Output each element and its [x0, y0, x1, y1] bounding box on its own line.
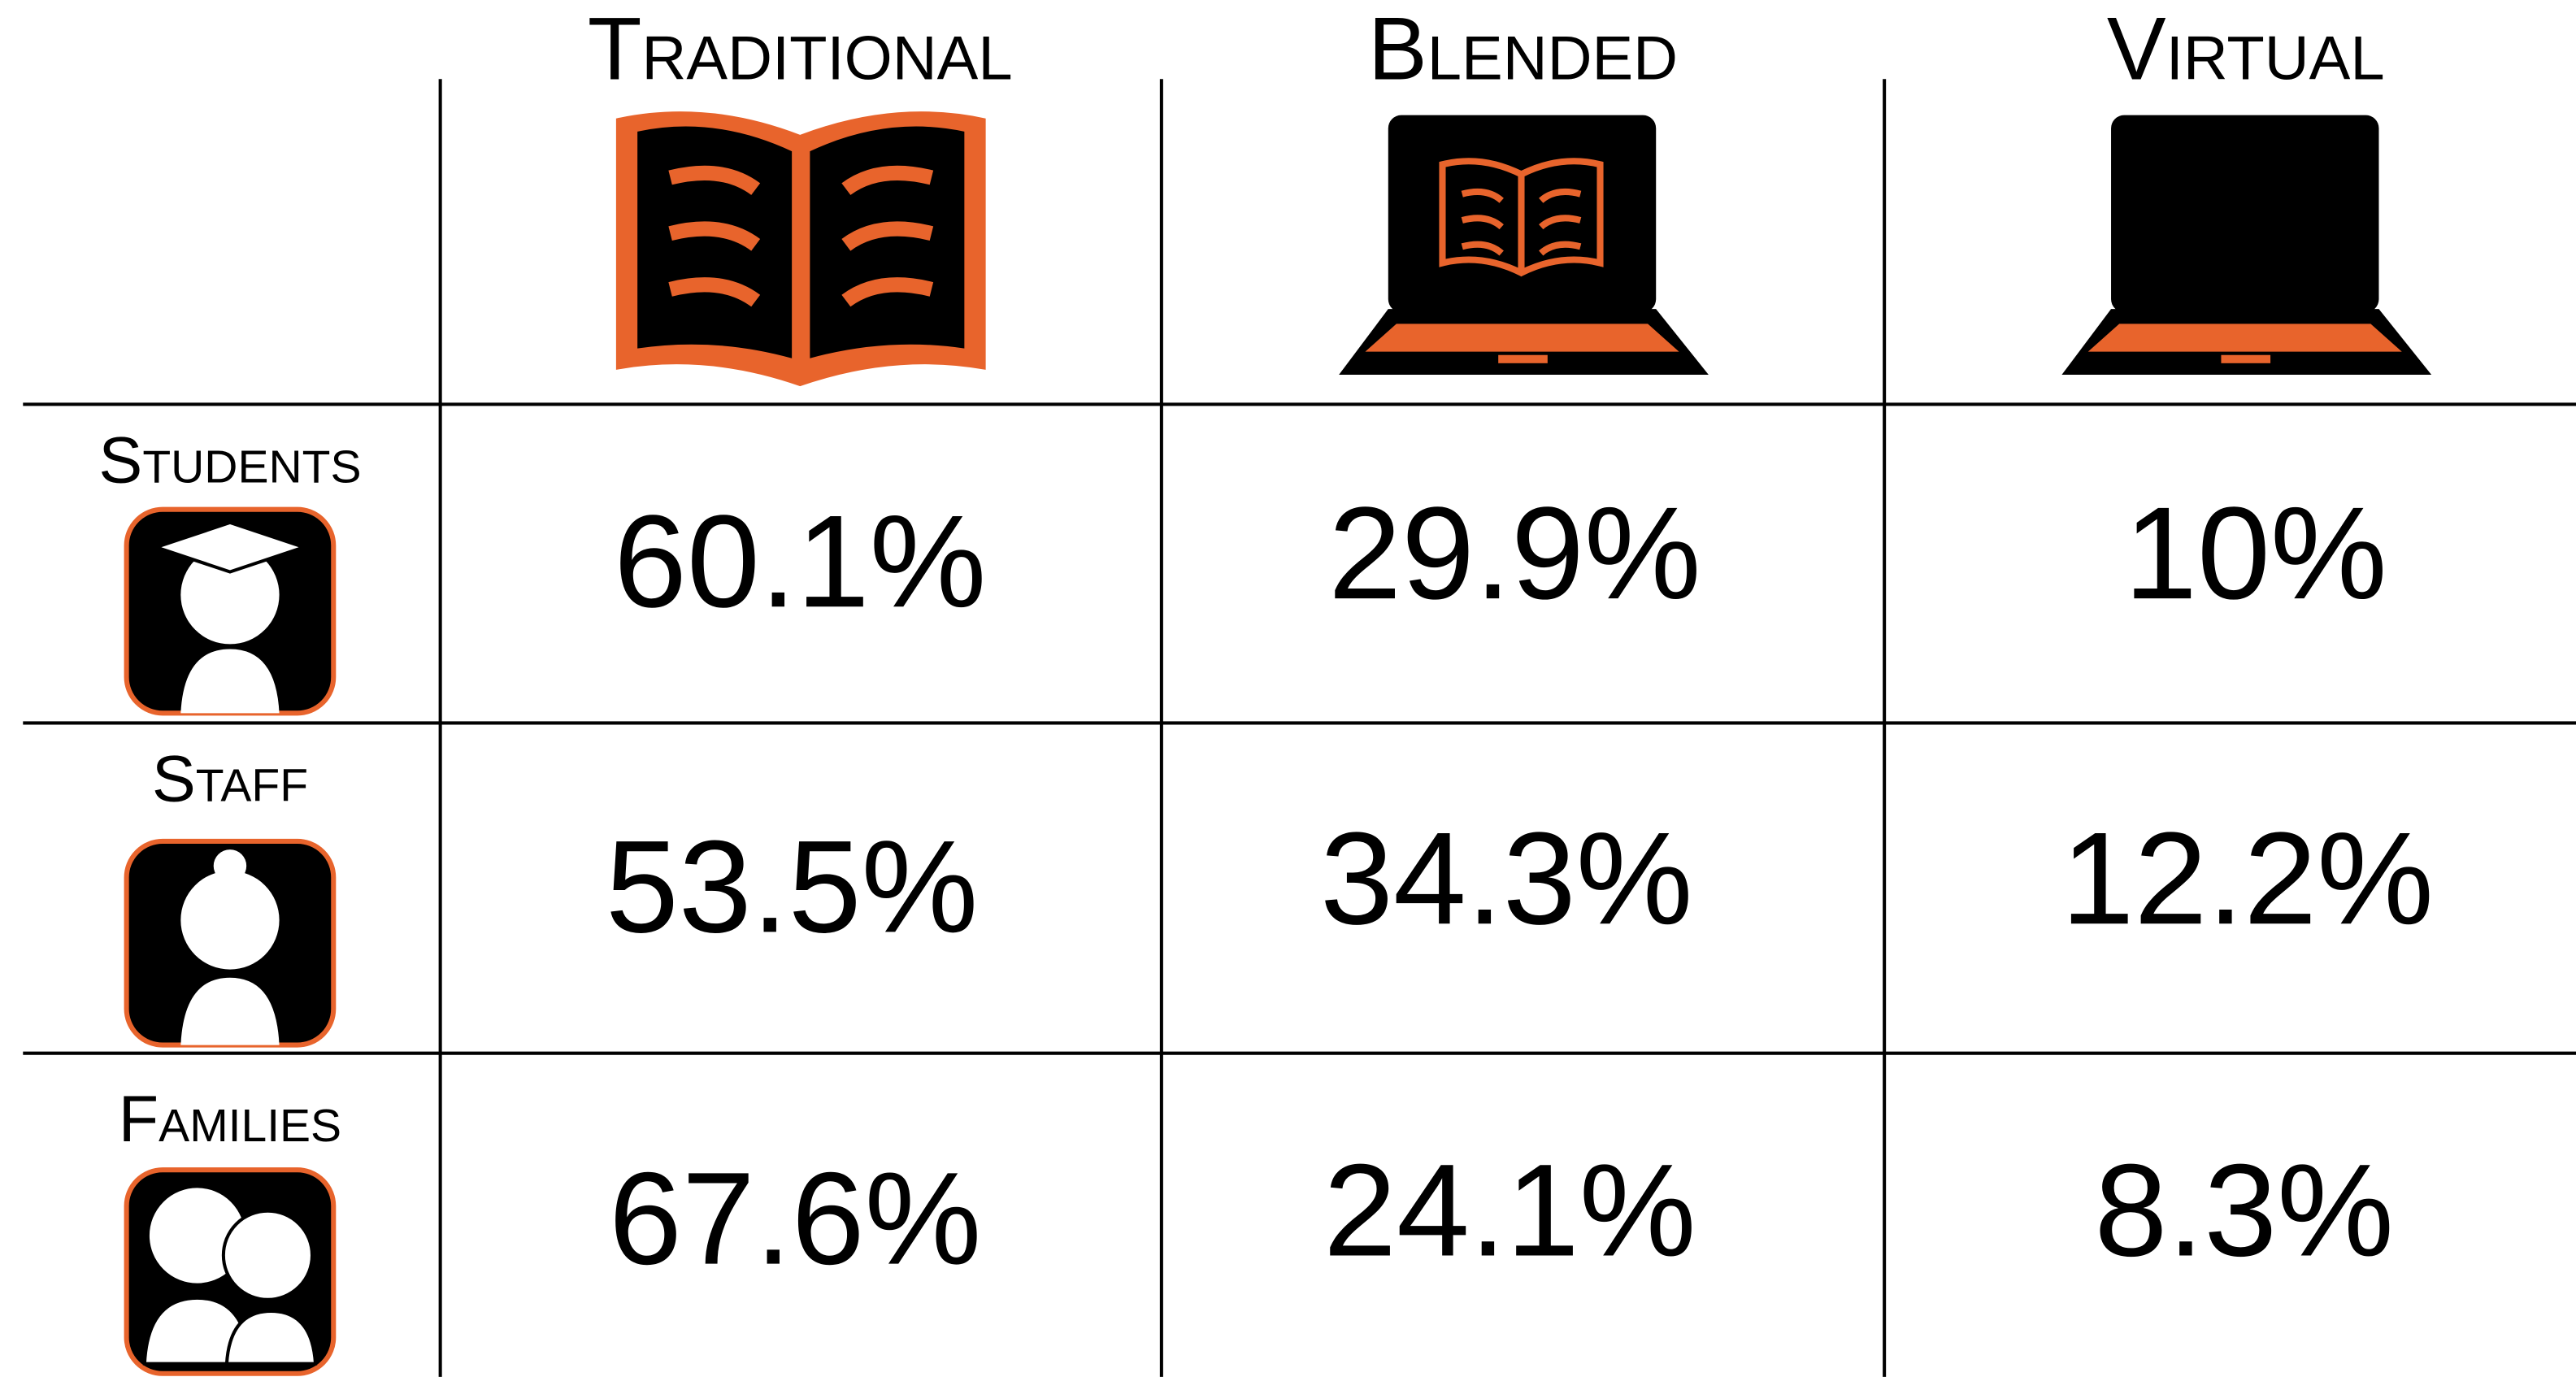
row-label: Staff: [152, 743, 308, 816]
row-label: Students: [98, 424, 361, 497]
column-header: Virtual: [2107, 0, 2385, 99]
column-header: Blended: [1368, 0, 1678, 99]
cell-value: 53.5%: [606, 814, 978, 960]
laptop-icon: [2061, 115, 2432, 375]
cell-value: 34.3%: [1320, 806, 1692, 952]
cell-value: 12.2%: [2061, 806, 2434, 952]
cell-value: 8.3%: [2094, 1138, 2394, 1284]
book-icon: [615, 111, 986, 387]
cell-value: 60.1%: [614, 489, 986, 635]
families-icon: [124, 1167, 337, 1376]
staff-icon: [124, 838, 337, 1048]
row-label: Families: [119, 1083, 341, 1156]
cell-value: 10%: [2124, 480, 2387, 627]
values: 60.1% 29.9% 10% 53.5% 34.3% 12.2% 67.6% …: [606, 480, 2434, 1292]
column-header: Traditional: [588, 0, 1013, 99]
cell-value: 24.1%: [1323, 1138, 1696, 1284]
cell-value: 29.9%: [1328, 480, 1701, 627]
student-icon: [124, 506, 337, 716]
cell-value: 67.6%: [609, 1146, 981, 1292]
laptop-book-icon: [1339, 115, 1709, 375]
